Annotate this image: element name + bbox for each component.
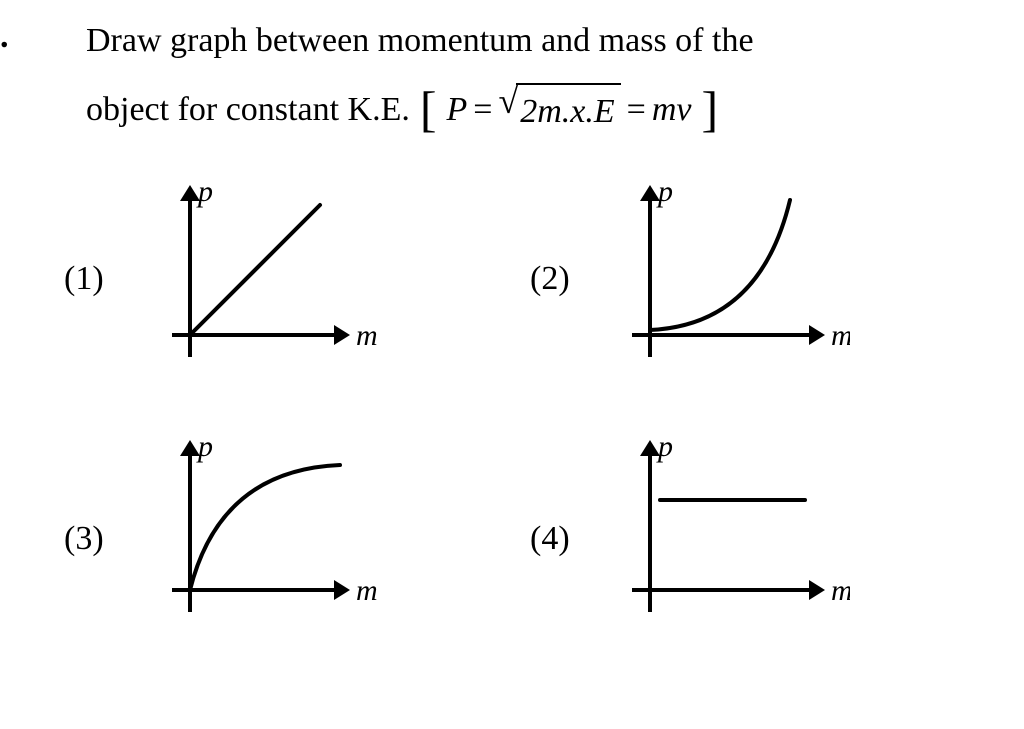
svg-text:m: m [356,319,378,352]
formula-eq1: = [473,85,492,134]
graph-3: pm [150,430,390,630]
svg-text:m: m [831,574,850,607]
question-number: . [0,18,9,56]
formula-mv: mv [652,85,692,134]
formula: P = √ 2m.x.E = mv [447,83,692,136]
graph-3-svg: pm [150,430,390,630]
graph-4-svg: pm [610,430,850,630]
question-line-1: Draw graph between momentum and mass of … [86,16,996,65]
bracket-left: [ [420,87,437,132]
graph-1-svg: pm [150,175,390,375]
svg-text:p: p [656,175,673,208]
sqrt: √ 2m.x.E [498,83,620,136]
question-line-2-prefix: object for constant K.E. [86,85,410,134]
graph-1: pm [150,175,390,375]
graph-4: pm [610,430,850,630]
graph-2: pm [610,175,850,375]
option-4-label: (4) [530,520,570,558]
graph-2-svg: pm [610,175,850,375]
option-1-label: (1) [64,260,104,298]
formula-P: P [447,85,468,134]
sqrt-body: 2m.x.E [516,83,620,136]
svg-text:p: p [196,175,213,208]
question-line-2: object for constant K.E. [ P = √ 2m.x.E … [86,83,996,136]
question-text: Draw graph between momentum and mass of … [86,16,996,137]
option-3-label: (3) [64,520,104,558]
formula-eq2: = [627,85,646,134]
svg-text:m: m [356,574,378,607]
svg-text:m: m [831,319,850,352]
svg-text:p: p [196,430,213,463]
svg-text:p: p [656,430,673,463]
option-2-label: (2) [530,260,570,298]
bracket-right: ] [702,87,719,132]
